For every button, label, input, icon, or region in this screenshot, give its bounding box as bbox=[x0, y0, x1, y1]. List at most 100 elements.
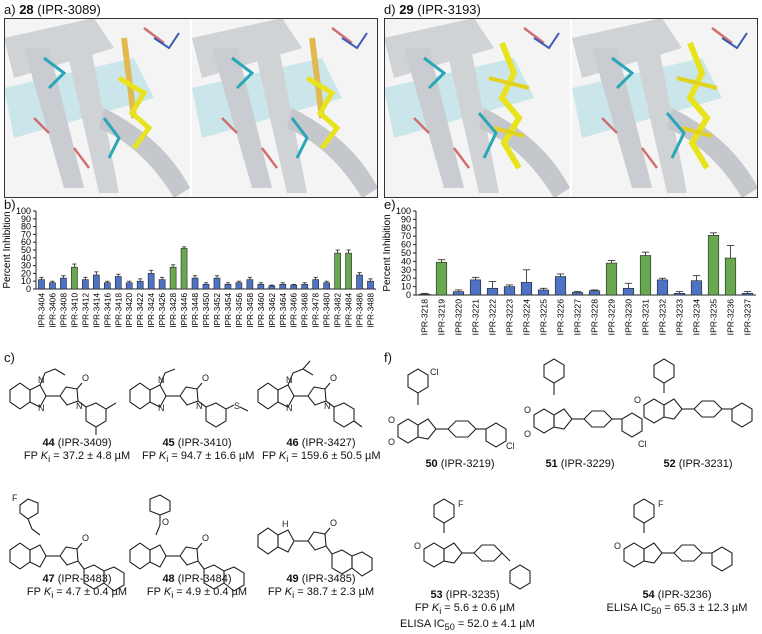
bar bbox=[235, 282, 243, 290]
bar-chart-e: Percent Inhibition 0102030405060708090100… bbox=[382, 206, 756, 335]
x-tick-label: IPR-3418 bbox=[114, 293, 123, 328]
atom-o: O bbox=[202, 373, 209, 383]
x-tick-label: IPR-3426 bbox=[158, 293, 167, 328]
bar bbox=[356, 274, 363, 290]
panel-d-structure-image bbox=[384, 18, 758, 198]
x-tick-label: IPR-3230 bbox=[624, 299, 634, 335]
y-tick-label: 80 bbox=[401, 223, 411, 233]
panel-a-structure-image bbox=[4, 18, 378, 198]
x-tick-label: IPR-3424 bbox=[147, 293, 156, 328]
x-tick-label: IPR-3428 bbox=[169, 293, 178, 328]
x-tick-label: IPR-3462 bbox=[268, 293, 277, 328]
bar bbox=[202, 284, 210, 290]
x-tick-label: IPR-3231 bbox=[641, 299, 651, 335]
atom-o: O bbox=[330, 518, 337, 528]
bar bbox=[213, 277, 221, 290]
x-tick-label: IPR-3420 bbox=[125, 293, 134, 328]
atom-n: N bbox=[38, 375, 45, 385]
bar bbox=[334, 252, 341, 290]
bar bbox=[224, 284, 232, 290]
bar bbox=[656, 279, 669, 296]
compound-54-caption: 54 (IPR-3236) ELISA IC50 = 65.3 ± 12.3 µ… bbox=[606, 589, 748, 617]
x-tick-label: IPR-3221 bbox=[471, 299, 481, 335]
x-tick-label: IPR-3464 bbox=[279, 293, 288, 328]
panel-b-label: b) bbox=[4, 197, 16, 212]
compound-45-caption: 45 (IPR-3410) FP Ki = 94.7 ± 16.6 µM bbox=[142, 437, 255, 465]
bar bbox=[82, 279, 89, 290]
structure-54: F O bbox=[614, 498, 733, 572]
compound-52-caption: 52 (IPR-3231) bbox=[663, 458, 733, 470]
atom-o: O bbox=[414, 541, 421, 551]
y-tick-label: 100 bbox=[16, 206, 31, 216]
x-tick-label: IPR-3414 bbox=[92, 293, 101, 328]
y-tick-label: 80 bbox=[21, 222, 31, 232]
atom-o: O bbox=[614, 541, 621, 551]
y-tick-label: 70 bbox=[401, 231, 411, 241]
x-tick-label: IPR-3232 bbox=[658, 299, 668, 335]
bar bbox=[268, 285, 276, 290]
atom-n: N bbox=[158, 375, 165, 385]
bar bbox=[103, 282, 111, 290]
protein-structure-render-d bbox=[384, 18, 758, 198]
bar bbox=[469, 279, 482, 296]
structure-44: N N O N bbox=[9, 368, 117, 435]
x-tick-label: IPR-3408 bbox=[59, 293, 68, 328]
bar bbox=[60, 277, 67, 290]
compound-49-caption: 49 (IPR-3485) FP Ki = 38.7 ± 2.3 µM bbox=[267, 573, 375, 601]
y-tick-label: 60 bbox=[401, 240, 411, 250]
atom-f: F bbox=[658, 499, 664, 509]
compound-47-caption: 47 (IPR-3483) FP Ki = 4.7 ± 0.4 µM bbox=[26, 573, 128, 601]
bar bbox=[690, 280, 703, 296]
x-tick-label: IPR-3458 bbox=[246, 293, 255, 328]
compound-50-caption: 50 (IPR-3219) bbox=[425, 458, 495, 470]
y-tick-label: 20 bbox=[401, 273, 411, 283]
stereo-left-d bbox=[384, 18, 570, 198]
y-tick-label: 90 bbox=[401, 214, 411, 224]
bar bbox=[741, 293, 754, 296]
x-tick-label: IPR-3452 bbox=[213, 293, 222, 328]
bar bbox=[503, 286, 516, 296]
bar bbox=[312, 279, 319, 290]
y-tick-label: 60 bbox=[21, 237, 31, 247]
y-tick-label: 40 bbox=[21, 253, 31, 263]
x-tick-label: IPR-3478 bbox=[312, 293, 321, 328]
atom-n: N bbox=[286, 375, 293, 385]
atom-f: F bbox=[12, 493, 18, 503]
atom-f: F bbox=[458, 499, 464, 509]
atom-n: N bbox=[38, 403, 45, 413]
atom-o: O bbox=[524, 405, 531, 415]
y-tick-label: 50 bbox=[21, 245, 31, 255]
y-tick-label: 20 bbox=[21, 268, 31, 278]
bar bbox=[724, 257, 737, 296]
x-tick-label: IPR-3219 bbox=[437, 299, 447, 335]
bar bbox=[191, 277, 199, 290]
bar bbox=[486, 287, 499, 296]
bar bbox=[622, 287, 635, 296]
y-tick-label: 100 bbox=[396, 206, 411, 216]
bar-chart-b: Percent Inhibition 0102030405060708090100… bbox=[2, 206, 376, 328]
y-tick-label: 30 bbox=[401, 265, 411, 275]
bar bbox=[537, 289, 550, 296]
atom-h: H bbox=[282, 519, 289, 529]
atom-o: O bbox=[202, 533, 209, 543]
bar bbox=[673, 293, 686, 296]
bar bbox=[367, 280, 374, 290]
structure-45: N N O N S bbox=[129, 368, 249, 428]
x-tick-label: IPR-3220 bbox=[454, 299, 464, 335]
atom-o: O bbox=[634, 395, 641, 405]
compound-53-caption: 53 (IPR-3235) FP Ki = 5.6 ± 0.6 µM ELISA… bbox=[400, 589, 535, 633]
x-tick-label: IPR-3456 bbox=[235, 293, 244, 328]
bar bbox=[707, 235, 720, 296]
stereo-right-a bbox=[192, 18, 378, 198]
bar bbox=[418, 293, 431, 296]
bar bbox=[38, 279, 45, 290]
x-tick-label: IPR-3404 bbox=[37, 293, 46, 328]
bar bbox=[257, 284, 265, 290]
x-tick-label: IPR-3223 bbox=[505, 299, 515, 335]
x-tick-label: IPR-3454 bbox=[224, 293, 233, 328]
structure-49: H O bbox=[257, 518, 373, 577]
atom-n: N bbox=[324, 401, 331, 411]
atom-cl: Cl bbox=[430, 367, 439, 377]
atom-o: O bbox=[330, 373, 337, 383]
y-axis-label: Percent Inhibition bbox=[382, 214, 393, 291]
